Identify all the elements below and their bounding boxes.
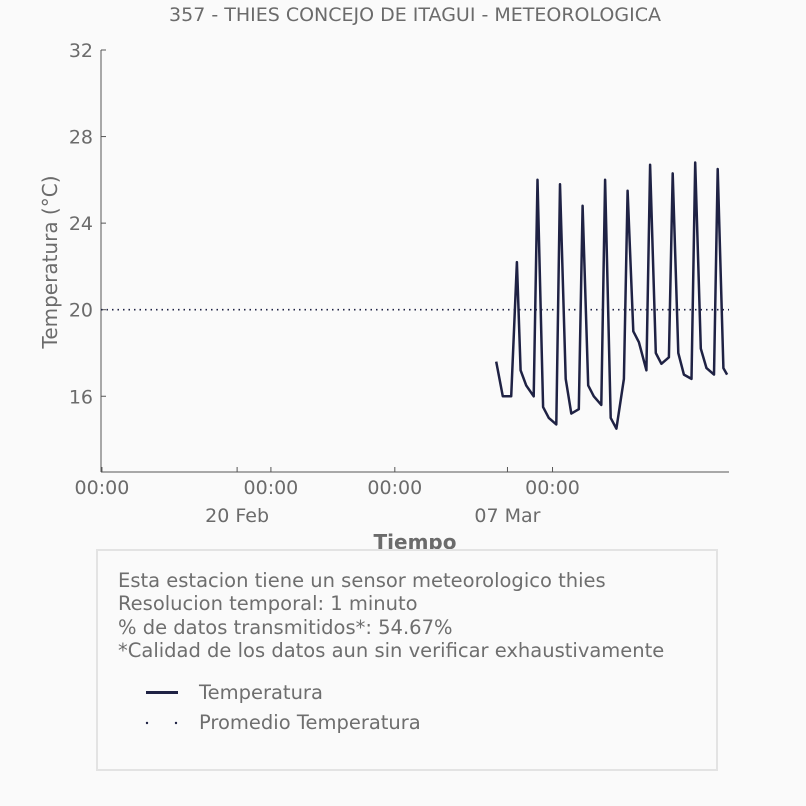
legend-label-promedio: Promedio Temperatura — [199, 711, 421, 734]
x-ticks: 00:00 00:00 00:00 00:00 20 Feb 07 Mar — [75, 467, 580, 527]
y-axis-label: Temperatura (°C) — [38, 175, 62, 349]
temperature-chart: 357 - THIES CONCEJO DE ITAGUI - METEOROL… — [38, 4, 729, 554]
y-ticks: 16 20 24 28 32 — [69, 40, 106, 408]
x-date-label: 07 Mar — [474, 505, 540, 527]
axes — [100, 50, 729, 473]
legend-label-temperatura: Temperatura — [199, 681, 323, 704]
legend-swatch-promedio — [145, 721, 178, 725]
x-tick-label: 00:00 — [367, 477, 422, 499]
series-layer — [101, 161, 729, 430]
y-tick-label: 32 — [69, 40, 93, 62]
info-line-3: % de datos transmitidos*: 54.67% — [118, 616, 453, 639]
y-tick-label: 28 — [69, 127, 93, 149]
x-tick-label: 00:00 — [75, 477, 130, 499]
x-date-label: 20 Feb — [205, 505, 269, 527]
info-line-1: Esta estacion tiene un sensor meteorolog… — [118, 569, 606, 592]
info-legend-box: Esta estacion tiene un sensor meteorolog… — [96, 549, 718, 771]
y-tick-label: 16 — [69, 386, 93, 408]
x-tick-label: 00:00 — [525, 477, 580, 499]
x-tick-label: 00:00 — [244, 477, 299, 499]
legend-swatch-temperatura — [146, 691, 178, 694]
info-line-2: Resolucion temporal: 1 minuto — [118, 592, 418, 615]
series-line-0 — [494, 161, 729, 430]
y-tick-label: 24 — [69, 213, 93, 235]
y-tick-label: 20 — [69, 300, 93, 322]
chart-title: 357 - THIES CONCEJO DE ITAGUI - METEOROL… — [169, 4, 661, 26]
info-line-4: *Calidad de los datos aun sin verificar … — [118, 639, 665, 662]
